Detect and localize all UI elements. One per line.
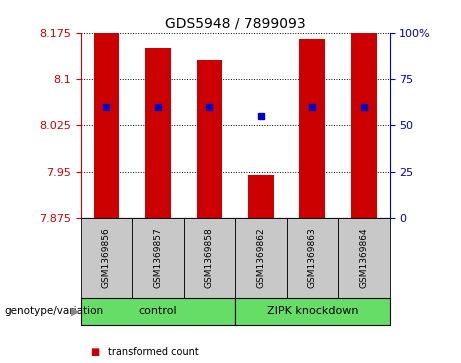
Bar [300,39,325,218]
Text: transformed count: transformed count [108,347,199,357]
Bar [81,218,132,298]
Text: GSM1369856: GSM1369856 [102,227,111,288]
Bar [287,218,338,298]
Text: GSM1369857: GSM1369857 [154,227,162,288]
Bar [183,218,235,298]
Bar [235,218,287,298]
Title: GDS5948 / 7899093: GDS5948 / 7899093 [165,16,306,30]
Bar [145,48,171,218]
Bar [81,298,235,325]
Bar [248,175,274,218]
Bar [196,61,222,218]
Text: ▶: ▶ [71,306,79,316]
Text: GSM1369863: GSM1369863 [308,227,317,288]
Text: GSM1369864: GSM1369864 [359,227,368,288]
Text: ZIPK knockdown: ZIPK knockdown [266,306,358,316]
Text: control: control [139,306,177,316]
Bar [235,298,390,325]
Text: GSM1369862: GSM1369862 [256,227,266,288]
Bar [94,33,119,218]
Text: ■: ■ [90,347,99,357]
Text: genotype/variation: genotype/variation [5,306,104,316]
Bar [132,218,183,298]
Bar [351,33,377,218]
Bar [338,218,390,298]
Text: GSM1369858: GSM1369858 [205,227,214,288]
